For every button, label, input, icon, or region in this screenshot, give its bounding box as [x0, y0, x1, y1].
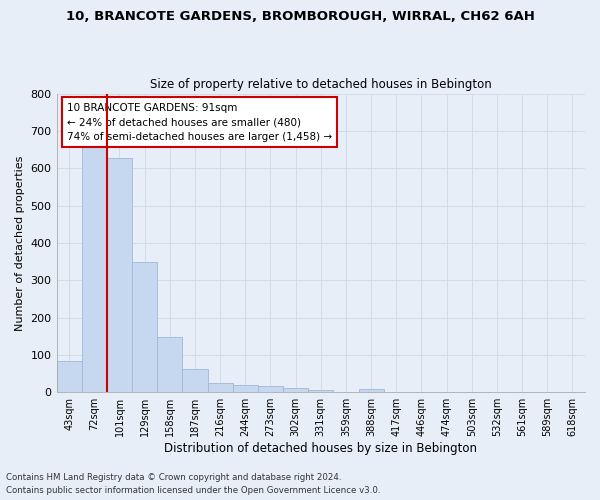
Bar [182, 369, 208, 392]
X-axis label: Distribution of detached houses by size in Bebington: Distribution of detached houses by size … [164, 442, 477, 455]
Bar [56, 361, 82, 392]
Bar [107, 158, 132, 392]
Bar [233, 384, 258, 392]
Bar [132, 262, 157, 392]
Bar [258, 386, 283, 392]
Bar [283, 388, 308, 392]
Bar [82, 146, 107, 392]
Y-axis label: Number of detached properties: Number of detached properties [15, 155, 25, 330]
Bar [157, 337, 182, 392]
Bar [359, 389, 383, 392]
Text: 10, BRANCOTE GARDENS, BROMBOROUGH, WIRRAL, CH62 6AH: 10, BRANCOTE GARDENS, BROMBOROUGH, WIRRA… [65, 10, 535, 23]
Text: Contains HM Land Registry data © Crown copyright and database right 2024.
Contai: Contains HM Land Registry data © Crown c… [6, 474, 380, 495]
Title: Size of property relative to detached houses in Bebington: Size of property relative to detached ho… [150, 78, 491, 91]
Bar [208, 383, 233, 392]
Text: 10 BRANCOTE GARDENS: 91sqm
← 24% of detached houses are smaller (480)
74% of sem: 10 BRANCOTE GARDENS: 91sqm ← 24% of deta… [67, 102, 332, 142]
Bar [308, 390, 334, 392]
